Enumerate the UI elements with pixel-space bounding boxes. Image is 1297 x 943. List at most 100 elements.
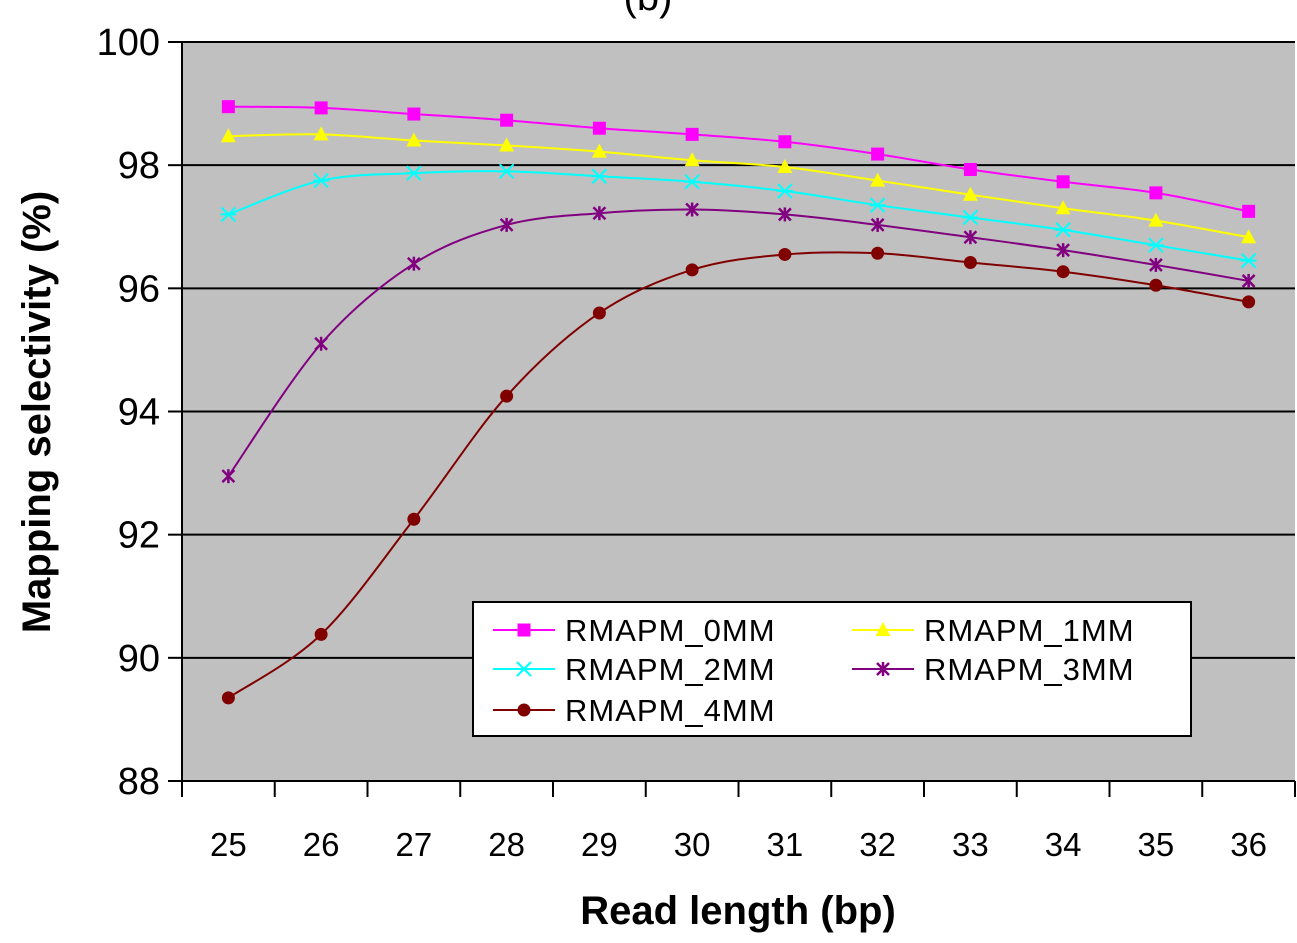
legend: RMAPM_0MM RMAPM_1MM RMAPM_2MM RMAPM_3MM RMAP…	[472, 601, 1192, 737]
legend-marker	[875, 622, 891, 636]
x-tick-label: 33	[952, 826, 989, 863]
axes: 88 90 92 94 96 98 100 25 26 27 28 29 30 31 32 33 34 35 36	[97, 22, 1296, 863]
data-point	[963, 162, 977, 176]
legend-item: RMAPM_2MM	[493, 652, 776, 687]
series-line	[228, 105, 1249, 213]
series-group	[220, 100, 1257, 705]
x-tick-label: 26	[303, 826, 340, 863]
y-tick-label: 100	[97, 22, 160, 64]
data-point	[314, 101, 328, 115]
data-point	[962, 186, 978, 201]
data-point	[1241, 229, 1257, 244]
data-point	[498, 163, 515, 180]
legend-marker	[876, 662, 890, 676]
data-point	[684, 152, 700, 167]
legend-marker	[517, 703, 531, 717]
data-point	[778, 135, 792, 149]
data-point	[314, 336, 329, 351]
data-point	[406, 132, 422, 147]
legend-label: RMAPM_4MM	[565, 693, 776, 728]
data-point	[1055, 200, 1071, 215]
x-tick-label: 35	[1138, 826, 1175, 863]
data-point	[592, 306, 606, 320]
data-point	[313, 126, 329, 141]
data-point	[776, 183, 793, 199]
data-point	[220, 206, 237, 223]
data-point	[592, 206, 607, 221]
data-point	[500, 389, 514, 403]
series-rmapm-4mm	[221, 246, 1256, 705]
legend-marker	[517, 623, 531, 637]
data-point	[1056, 243, 1071, 258]
data-point	[869, 197, 886, 213]
data-point	[962, 209, 979, 226]
series-rmapm-1mm	[220, 126, 1257, 244]
legend-label: RMAPM_2MM	[565, 652, 776, 687]
x-axis-title: Read length (bp)	[580, 889, 896, 933]
data-point	[1241, 273, 1256, 288]
data-point	[870, 217, 885, 232]
legend-item: RMAPM_3MM	[852, 652, 1135, 687]
y-axis-title: Mapping selectivity (%)	[15, 191, 59, 633]
data-point	[1148, 257, 1163, 272]
chart-title: (b)	[624, 0, 673, 19]
data-point	[220, 128, 236, 143]
x-tick-label: 31	[767, 826, 804, 863]
data-point	[592, 121, 606, 135]
legend-label: RMAPM_0MM	[565, 613, 776, 648]
series-line	[228, 170, 1249, 262]
data-point	[1148, 212, 1164, 227]
series-rmapm-0mm	[221, 100, 1256, 218]
data-point	[407, 107, 421, 121]
data-point	[221, 469, 236, 484]
data-point	[871, 147, 885, 161]
data-point	[963, 255, 977, 269]
data-point	[685, 127, 699, 141]
x-tick-label: 36	[1230, 826, 1267, 863]
data-point	[685, 263, 699, 277]
series-rmapm-2mm	[220, 163, 1257, 269]
y-tick-label: 98	[118, 145, 160, 187]
data-point	[778, 247, 792, 261]
data-point	[870, 172, 886, 187]
x-tick-label: 30	[674, 826, 711, 863]
legend-label: RMAPM_3MM	[924, 652, 1135, 687]
data-point	[406, 256, 421, 271]
data-point	[407, 512, 421, 526]
x-tick-label: 32	[859, 826, 896, 863]
y-tick-label: 96	[118, 268, 160, 310]
y-tick-label: 88	[118, 761, 160, 803]
data-point	[871, 246, 885, 260]
data-point	[1242, 204, 1256, 218]
legend-item: RMAPM_1MM	[852, 613, 1135, 648]
data-point	[777, 207, 792, 222]
y-tick-label: 94	[118, 392, 160, 434]
gridlines	[182, 41, 1295, 659]
legend-box	[472, 601, 1192, 737]
data-point	[1147, 237, 1164, 253]
data-point	[1240, 252, 1257, 269]
data-point	[1149, 186, 1163, 200]
data-point	[499, 137, 515, 152]
data-point	[777, 159, 793, 174]
data-point	[1056, 265, 1070, 279]
series-rmapm-3mm	[221, 202, 1256, 484]
data-point	[1056, 175, 1070, 189]
data-point	[591, 143, 607, 158]
data-point	[499, 217, 514, 232]
legend-label: RMAPM_1MM	[924, 613, 1135, 648]
data-point	[500, 113, 514, 127]
x-tick-label: 29	[581, 826, 618, 863]
x-tick-label: 28	[488, 826, 525, 863]
x-tick-label: 27	[396, 826, 433, 863]
y-tick-label: 90	[118, 638, 160, 680]
data-point	[591, 168, 608, 184]
y-tick-label: 92	[118, 515, 160, 557]
data-point	[313, 172, 330, 189]
legend-item: RMAPM_4MM	[493, 693, 776, 728]
data-point	[685, 202, 700, 217]
x-tick-label: 34	[1045, 826, 1082, 863]
legend-item: RMAPM_0MM	[493, 613, 776, 648]
